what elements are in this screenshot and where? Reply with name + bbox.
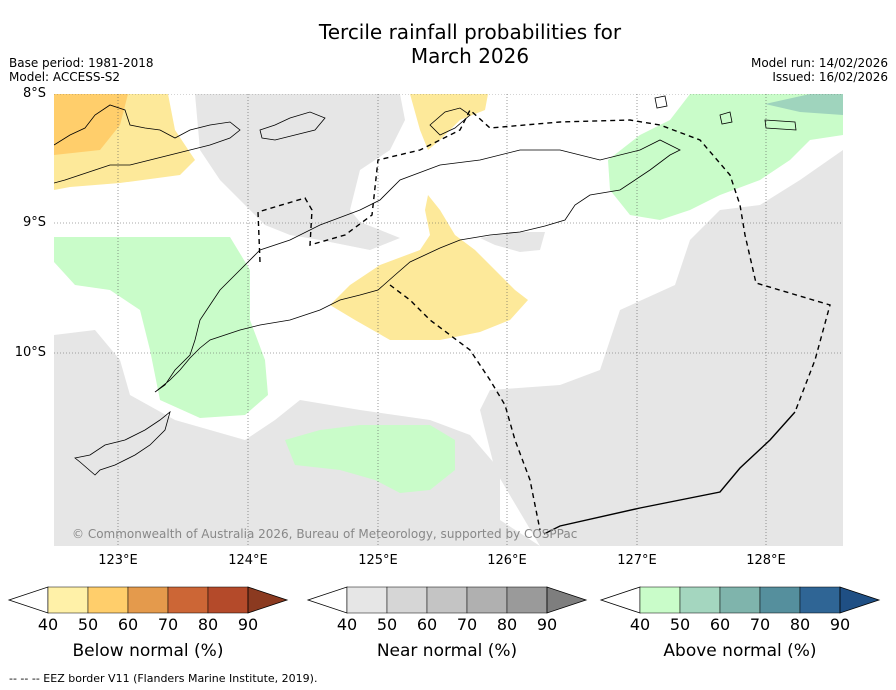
model-info: Base period: 1981-2018 Model: ACCESS-S2	[9, 56, 154, 84]
above-tick-50: 50	[669, 615, 691, 634]
below-tick-50: 50	[77, 615, 99, 634]
above-normal-region-south	[285, 425, 455, 493]
above-normal-region-west	[54, 237, 268, 418]
near-tick-90: 90	[536, 615, 558, 634]
lon-label-125e: 125°E	[358, 553, 398, 568]
flores-islands-coastline	[54, 104, 241, 184]
near-tick-70: 70	[456, 615, 478, 634]
above-normal-region-ne-dark	[765, 94, 843, 115]
below-normal-label: Below normal (%)	[72, 641, 224, 661]
lon-label-124e: 124°E	[228, 553, 268, 568]
above-normal-label: Above normal (%)	[663, 641, 817, 661]
map-area: © Commonwealth of Australia 2026, Bureau…	[54, 94, 843, 546]
colorbar-near	[306, 586, 588, 614]
title-line-1: Tercile rainfall probabilities for	[318, 20, 622, 44]
above-tick-70: 70	[749, 615, 771, 634]
gridlines	[54, 94, 843, 546]
timor-coastline	[154, 139, 681, 393]
near-normal-region-north	[195, 94, 405, 250]
lon-label-126e: 126°E	[487, 553, 527, 568]
lon-label-128e: 128°E	[746, 553, 786, 568]
map-title: Tercile rainfall probabilities for March…	[0, 20, 896, 68]
below-normal-region-nw-dark	[54, 94, 128, 155]
near-normal-label: Near normal (%)	[376, 641, 518, 661]
lon-label-123e: 123°E	[98, 553, 138, 568]
below-tick-60: 60	[117, 615, 139, 634]
eez-border	[257, 108, 831, 531]
lat-label-10s: 10°S	[14, 345, 46, 360]
base-period: Base period: 1981-2018	[9, 56, 154, 70]
lat-label-9s: 9°S	[22, 215, 46, 230]
near-tick-80: 80	[496, 615, 518, 634]
above-tick-40: 40	[629, 615, 651, 634]
title-line-2: March 2026	[410, 44, 530, 68]
below-normal-region-center	[330, 195, 528, 340]
above-tick-90: 90	[829, 615, 851, 634]
issued-date: Issued: 16/02/2026	[772, 70, 888, 84]
near-normal-region-small	[480, 232, 545, 252]
below-tick-40: 40	[37, 615, 59, 634]
model-name: Model: ACCESS-S2	[9, 70, 121, 84]
colorbar-above	[599, 586, 881, 614]
sumba-coastline	[74, 410, 171, 476]
below-tick-90: 90	[237, 615, 259, 634]
below-tick-80: 80	[197, 615, 219, 634]
model-run: Model run: 14/02/2026	[750, 56, 888, 70]
copyright-text: © Commonwealth of Australia 2026, Bureau…	[72, 527, 577, 541]
above-tick-60: 60	[709, 615, 731, 634]
eez-footer-note: -- -- -- EEZ border V11 (Flanders Marine…	[9, 672, 318, 685]
above-tick-80: 80	[789, 615, 811, 634]
run-info: Model run: 14/02/2026 Issued: 16/02/2026	[751, 56, 888, 84]
babar-coastline	[654, 95, 797, 131]
coastlines	[54, 95, 797, 476]
alor-coastline	[259, 111, 326, 141]
near-tick-50: 50	[376, 615, 398, 634]
lat-label-8s: 8°S	[22, 86, 46, 101]
near-tick-40: 40	[336, 615, 358, 634]
eez-south-boundary	[543, 411, 796, 535]
below-normal-region-north	[410, 94, 488, 150]
lon-label-127e: 127°E	[617, 553, 657, 568]
below-tick-70: 70	[157, 615, 179, 634]
wetar-coastline	[429, 107, 471, 136]
near-tick-60: 60	[416, 615, 438, 634]
colorbar-below	[7, 586, 289, 614]
near-normal-region-east	[480, 150, 843, 546]
above-normal-region-ne	[608, 94, 843, 220]
